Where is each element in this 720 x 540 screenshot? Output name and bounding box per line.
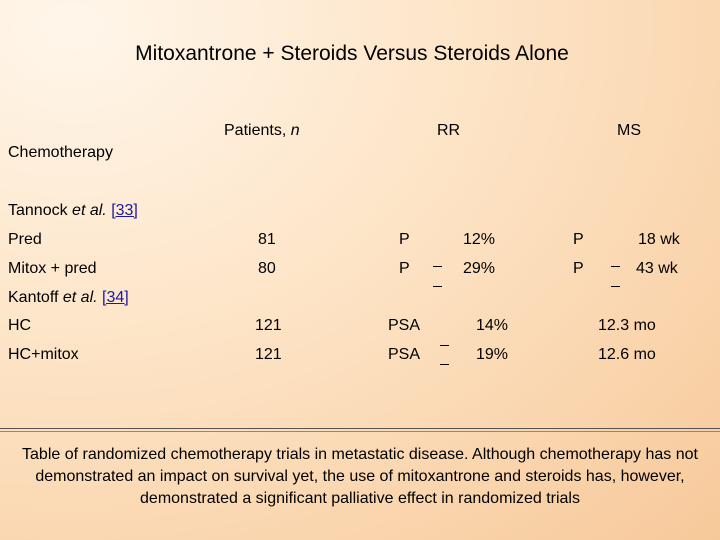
marker-dash-top [440, 345, 449, 346]
study-tannock: Tannock et al. [33] [8, 202, 138, 220]
header-rr: RR [437, 122, 461, 139]
row-rr: 29% [463, 260, 496, 277]
row-rr: 19% [476, 346, 509, 363]
study-kantoff: Kantoff et al. [34] [8, 289, 129, 307]
marker-dash-top [611, 266, 620, 267]
study-kantoff-etal: et al. [62, 289, 98, 306]
study-tannock-ref[interactable]: [33] [111, 202, 138, 219]
row-ms: 12.6 mo [598, 346, 656, 363]
row-n: 121 [255, 317, 282, 334]
study-kantoff-ref[interactable]: [34] [102, 289, 129, 306]
row-arm: HC [8, 317, 32, 334]
section-label: Chemotherapy [8, 144, 113, 161]
study-tannock-etal: et al. [72, 202, 107, 219]
row-rr-type: PSA [388, 317, 421, 334]
caption-divider [0, 428, 720, 429]
page-title: Mitoxantrone + Steroids Versus Steroids … [135, 42, 569, 65]
row-ms-type: P [573, 231, 584, 248]
caption-divider-shadow [0, 431, 720, 432]
header-patients: Patients, n [224, 122, 300, 140]
marker-dash-bottom [433, 286, 442, 287]
header-patients-n: n [290, 122, 300, 139]
study-tannock-name: Tannock [8, 202, 68, 219]
row-rr: 12% [463, 231, 496, 248]
marker-dash-top [433, 266, 442, 267]
row-n: 121 [255, 346, 282, 363]
row-rr-type: P [399, 231, 410, 248]
row-rr: 14% [476, 317, 509, 334]
row-ms: 43 wk [636, 260, 678, 277]
row-arm: Pred [8, 231, 42, 248]
row-ms: 12.3 mo [598, 317, 656, 334]
row-n: 80 [258, 260, 276, 277]
row-ms: 18 wk [638, 231, 680, 248]
marker-dash-bottom [611, 286, 620, 287]
row-n: 81 [258, 231, 276, 248]
study-kantoff-name: Kantoff [8, 289, 59, 306]
header-ms: MS [617, 122, 641, 139]
row-rr-type: P [399, 260, 410, 277]
caption-text: Table of randomized chemotherapy trials … [22, 446, 698, 507]
row-arm: Mitox + pred [8, 260, 97, 277]
row-ms-type: P [573, 260, 584, 277]
row-arm: HC+mitox [8, 346, 79, 363]
header-patients-label: Patients, [224, 122, 287, 139]
marker-dash-bottom [440, 364, 449, 365]
row-rr-type: PSA [388, 346, 421, 363]
